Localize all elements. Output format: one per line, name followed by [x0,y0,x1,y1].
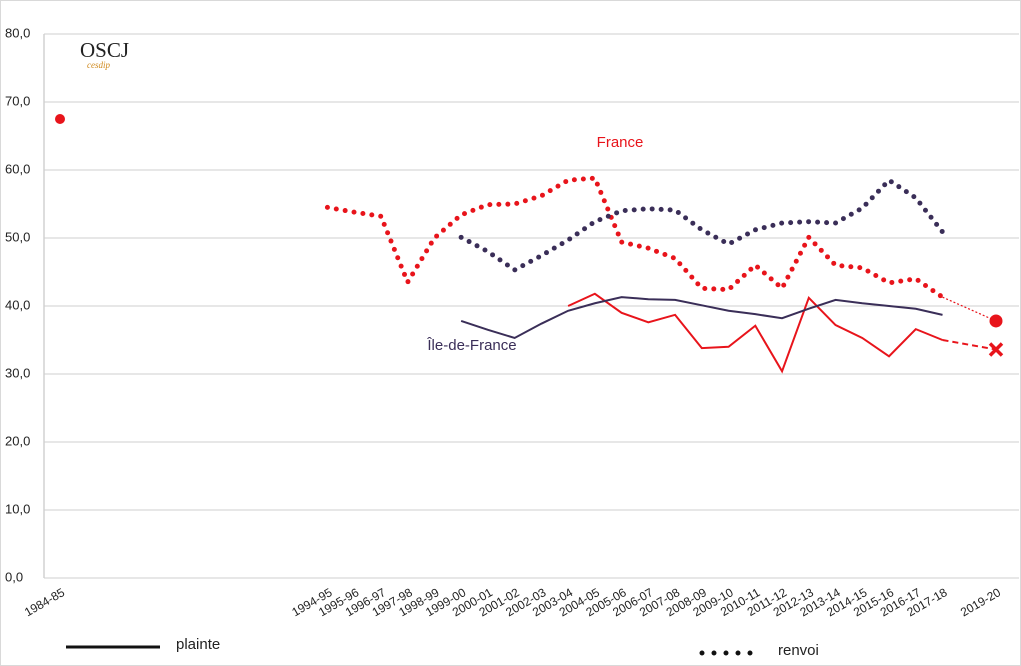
annotation: Île-de-France [426,337,516,354]
series-line [567,292,943,374]
legend-label: renvoi [778,642,819,659]
logo-sub: cesdip [87,60,110,70]
y-tick-label: 60,0 [5,161,30,176]
connector [942,296,997,322]
point [55,114,65,124]
series-line [324,175,946,300]
connector [942,339,997,351]
series-line [458,176,946,273]
legend-label: plainte [176,636,220,653]
series-line [460,296,943,340]
y-tick-label: 70,0 [5,93,30,108]
y-tick-label: 10,0 [5,501,30,516]
y-tick-label: 50,0 [5,229,30,244]
y-tick-label: 40,0 [5,297,30,312]
y-tick-label: 20,0 [5,433,30,448]
end-marker [989,314,1003,328]
end-marker [988,342,1004,357]
y-tick-label: 80,0 [5,25,30,40]
y-tick-label: 30,0 [5,365,30,380]
y-tick-label: 0,0 [5,569,23,584]
logo: OSCJ [80,38,129,62]
annotation: France [597,134,644,151]
